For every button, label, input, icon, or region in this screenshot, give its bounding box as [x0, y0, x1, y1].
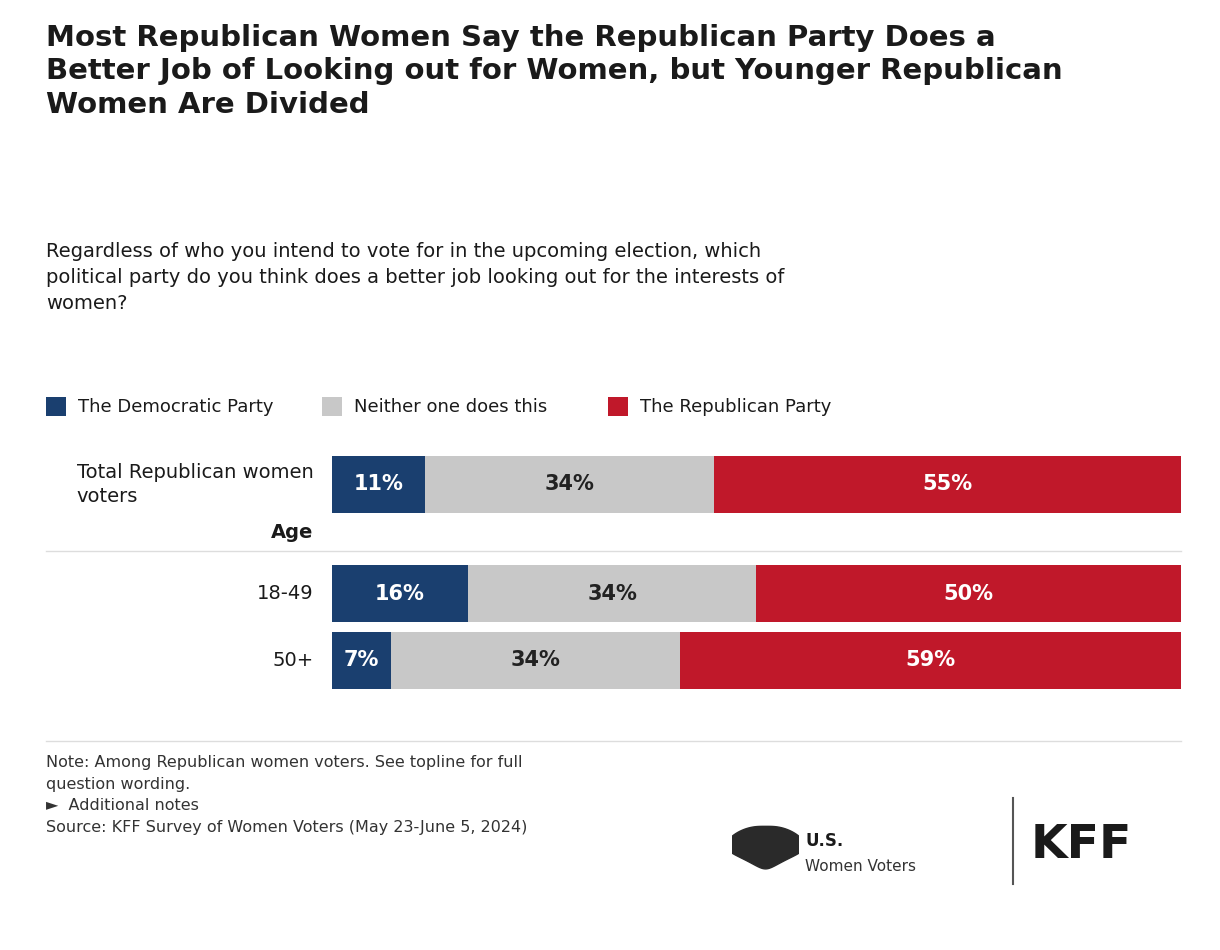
Text: The Democratic Party: The Democratic Party	[78, 398, 273, 415]
Text: 16%: 16%	[375, 583, 425, 604]
Text: Note: Among Republican women voters. See topline for full
question wording.
►  A: Note: Among Republican women voters. See…	[46, 755, 528, 835]
Text: Neither one does this: Neither one does this	[354, 398, 547, 415]
Text: 55%: 55%	[922, 474, 972, 495]
Text: The Republican Party: The Republican Party	[640, 398, 831, 415]
Polygon shape	[726, 826, 805, 869]
Text: 50%: 50%	[944, 583, 993, 604]
Text: Age: Age	[271, 522, 314, 541]
Text: 34%: 34%	[511, 650, 560, 671]
Text: U.S.: U.S.	[805, 832, 843, 849]
Text: Most Republican Women Say the Republican Party Does a
Better Job of Looking out : Most Republican Women Say the Republican…	[46, 24, 1063, 119]
Text: 11%: 11%	[354, 474, 404, 495]
Text: Regardless of who you intend to vote for in the upcoming election, which
politic: Regardless of who you intend to vote for…	[46, 242, 784, 313]
Text: 34%: 34%	[587, 583, 637, 604]
Text: Women Voters: Women Voters	[805, 859, 916, 874]
Text: 50+: 50+	[272, 651, 314, 670]
Text: 7%: 7%	[344, 650, 379, 671]
Text: 59%: 59%	[905, 650, 955, 671]
Text: 34%: 34%	[544, 474, 594, 495]
Text: 18-49: 18-49	[257, 584, 314, 603]
Text: Total Republican women
voters: Total Republican women voters	[77, 464, 314, 505]
Text: KFF: KFF	[1031, 823, 1132, 868]
